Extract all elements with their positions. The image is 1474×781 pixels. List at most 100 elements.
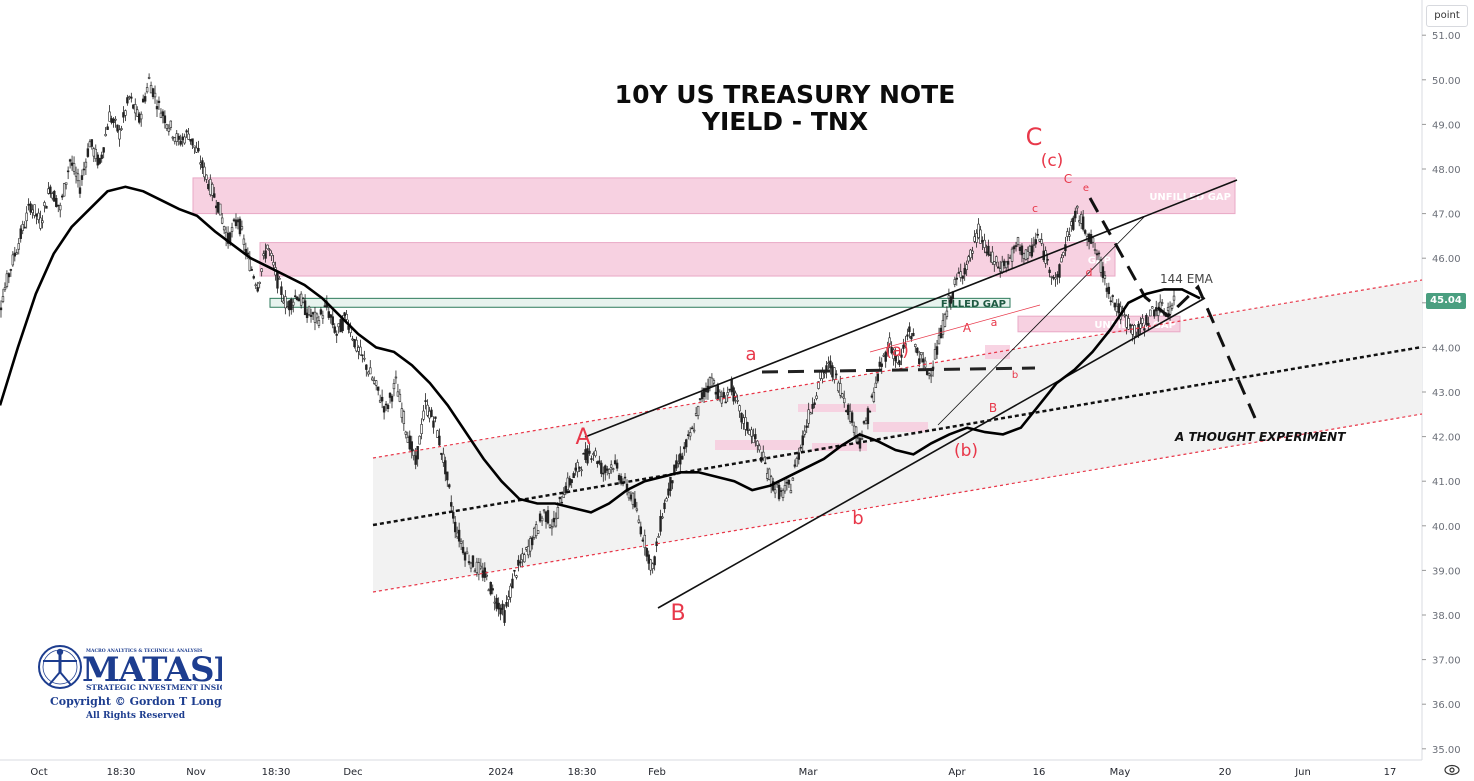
- candle-body: [110, 118, 113, 123]
- candle-body: [1103, 275, 1107, 279]
- candle-body: [1056, 274, 1059, 278]
- time-tick-label: 18:30: [262, 767, 291, 778]
- candle-body: [23, 226, 26, 229]
- candle-body: [222, 226, 226, 231]
- candle-body: [21, 224, 24, 231]
- candle-body: [359, 346, 362, 356]
- candle-body: [373, 380, 376, 384]
- price-tick-label: 41.00: [1432, 477, 1461, 488]
- candle-body: [918, 358, 921, 365]
- candle-body: [473, 570, 477, 573]
- labels-layer: A A B B C Ca a b b c d e (a) (b) (c) 144 EMA A THOUGHT E…: [575, 123, 1346, 626]
- candle-body: [979, 229, 982, 244]
- candle-body: [185, 130, 188, 133]
- candle-body: [639, 526, 643, 535]
- candle-body: [430, 409, 433, 417]
- candle-body: [477, 562, 481, 575]
- candle-body: [570, 479, 573, 483]
- candle-body: [1044, 250, 1047, 264]
- candle-body: [246, 252, 250, 255]
- candle-body: [738, 405, 741, 412]
- price-scale-unit-button[interactable]: point: [1426, 5, 1468, 27]
- inner-wedge-line-2: [869, 304, 1041, 353]
- candle-body: [694, 413, 698, 416]
- candle-body: [619, 476, 623, 484]
- candle-body: [153, 92, 157, 98]
- candle-body: [410, 441, 413, 452]
- candle-body: [750, 429, 753, 437]
- chart-title-line2: YIELD - TNX: [701, 107, 868, 136]
- candle-body: [112, 118, 115, 124]
- candle-body: [803, 430, 806, 435]
- candle-body: [195, 147, 198, 153]
- candle-body: [86, 148, 90, 157]
- candle-body: [521, 553, 524, 561]
- candle-body: [374, 380, 378, 386]
- price-tick-label: 35.00: [1432, 745, 1461, 756]
- candle-body: [588, 450, 591, 454]
- candle-body: [141, 98, 145, 103]
- candle-body: [1034, 239, 1037, 245]
- candle-body: [240, 226, 244, 230]
- candle-body: [534, 524, 538, 536]
- candle-body: [315, 313, 319, 319]
- candle-body: [862, 421, 866, 424]
- candle-body: [752, 435, 755, 444]
- price-tick-label: 46.00: [1432, 254, 1461, 265]
- candle-body: [886, 347, 889, 355]
- candle-body: [690, 427, 694, 430]
- candle-body: [61, 195, 64, 198]
- candle-body: [633, 498, 637, 508]
- price-tick-label: 48.00: [1432, 165, 1461, 176]
- candle-body: [218, 203, 222, 216]
- candle-body: [538, 513, 542, 522]
- gap-zone-0: [192, 177, 1236, 215]
- candle-body: [1040, 239, 1043, 244]
- candle-body: [531, 537, 534, 546]
- candle-body: [55, 197, 58, 207]
- candle-body: [1079, 214, 1083, 224]
- candle-body: [37, 212, 40, 220]
- candle-body: [25, 212, 28, 222]
- candle-body: [864, 420, 868, 425]
- time-tick-label: 16: [1033, 767, 1046, 778]
- candle-body: [744, 417, 747, 430]
- wave-label: A: [963, 321, 972, 335]
- candle-body: [120, 128, 123, 130]
- candle-body: [572, 473, 575, 479]
- candle-body: [1125, 315, 1128, 328]
- candle-body: [1115, 306, 1118, 312]
- candle-body: [296, 296, 299, 301]
- candle-body: [151, 88, 155, 98]
- candle-body: [724, 401, 727, 404]
- candle-body: [985, 251, 988, 254]
- candle-body: [19, 228, 22, 239]
- candle-body: [396, 391, 400, 397]
- eye-icon[interactable]: [1444, 764, 1460, 776]
- candle-body: [872, 391, 876, 402]
- candle-body: [276, 272, 279, 289]
- candle-body: [305, 312, 309, 319]
- candle-body: [426, 404, 429, 416]
- candle-body: [382, 406, 386, 413]
- candle-body: [367, 371, 370, 375]
- candle-body: [649, 559, 652, 571]
- candle-body: [566, 477, 569, 490]
- candle-body: [220, 217, 224, 224]
- candle-body: [126, 97, 129, 104]
- neckline-dashed: [761, 366, 1036, 374]
- candle-body: [321, 315, 325, 319]
- candle-body: [631, 492, 635, 505]
- candle-body: [604, 465, 607, 473]
- candle-body: [384, 403, 388, 406]
- candle-body: [989, 254, 992, 256]
- candle-body: [187, 133, 190, 140]
- candle-body: [884, 351, 887, 362]
- candle-body: [272, 261, 275, 266]
- candle-body: [444, 460, 447, 475]
- candle-body: [438, 435, 441, 446]
- candle-body: [29, 203, 32, 213]
- candle-body: [647, 554, 650, 564]
- minor-zone-3: [873, 422, 928, 432]
- candle-body: [983, 239, 986, 248]
